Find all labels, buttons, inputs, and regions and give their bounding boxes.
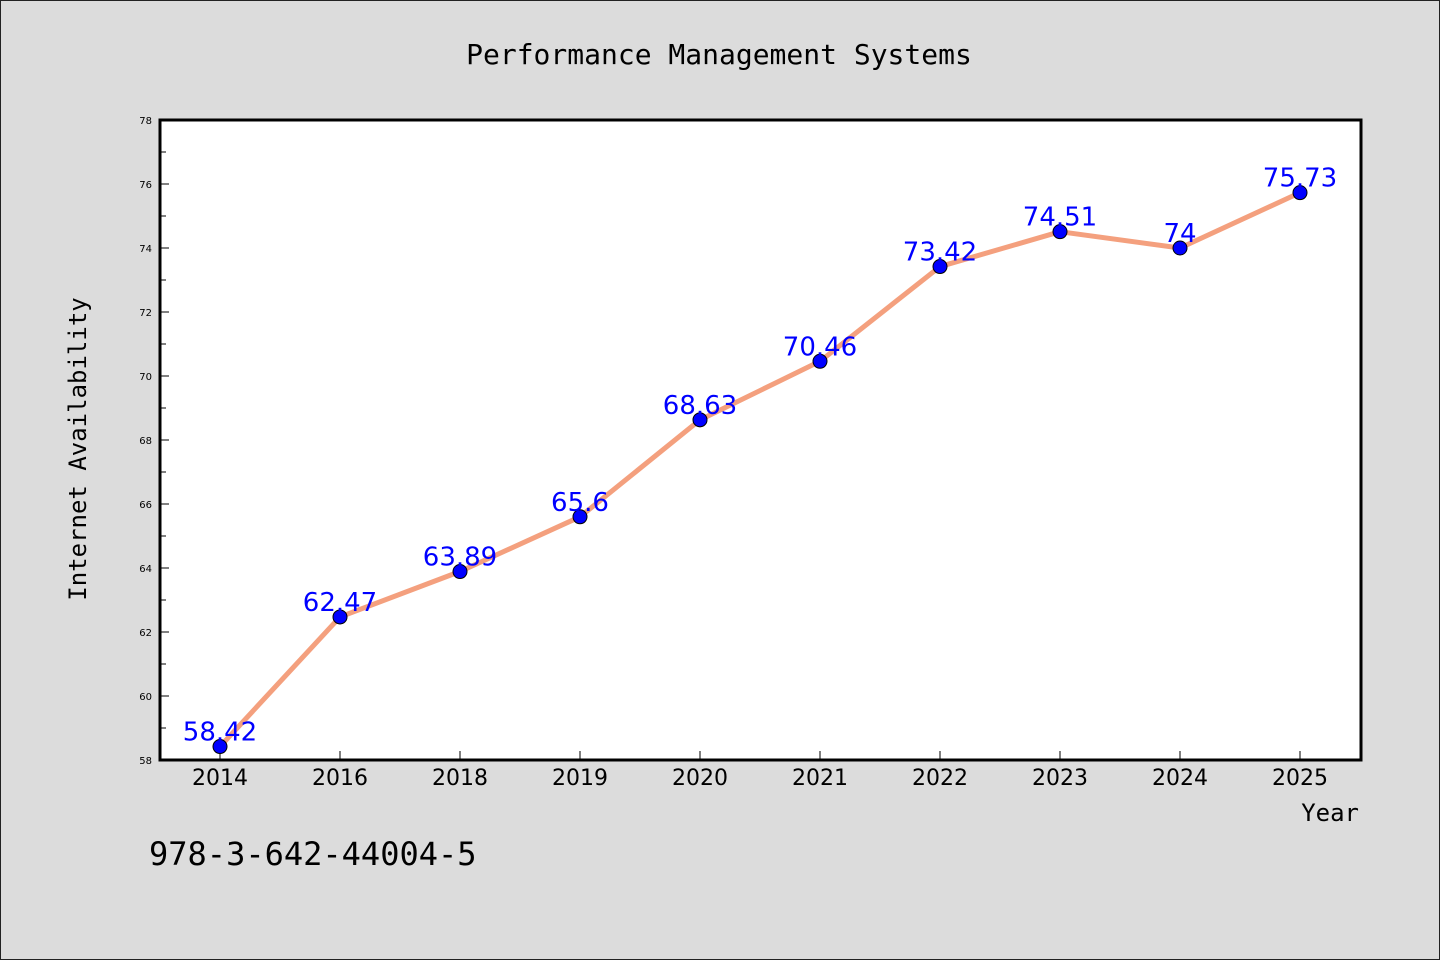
data-point [692,412,708,428]
data-label: 74 [1163,219,1196,249]
y-axis: 58 60 62 64 66 68 70 72 74 76 78 [139,116,169,767]
y-tick-label: 78 [139,116,152,127]
data-label: 65.6 [551,488,609,518]
data-point [812,353,828,369]
data-point [332,609,348,625]
y-tick-label: 76 [139,180,152,191]
x-tick-label: 2014 [192,766,248,791]
chart-title: Performance Management Systems [466,38,972,71]
y-tick-label: 62 [139,628,152,639]
x-tick-label: 2020 [672,766,728,791]
data-point [932,259,948,275]
data-point [1172,240,1188,256]
x-tick-label: 2024 [1152,766,1208,791]
data-label: 63.89 [423,543,497,573]
y-tick-label: 72 [139,308,152,319]
y-tick-label: 58 [139,756,152,767]
data-point [1292,185,1308,201]
y-tick-label: 70 [139,372,152,383]
data-point [572,509,588,525]
y-tick-label: 68 [139,436,152,447]
x-tick-label: 2023 [1032,766,1088,791]
data-label: 58.42 [183,718,257,748]
y-tick-label: 60 [139,692,152,703]
x-tick-label: 2019 [552,766,608,791]
x-axis: 2014 2016 2018 2019 2020 2021 2022 2023 2024 2025 [192,751,1328,791]
data-point [452,564,468,580]
x-tick-label: 2022 [912,766,968,791]
data-points [212,185,1308,755]
x-tick-label: 2021 [792,766,848,791]
y-axis-label: Internet Availability [64,297,92,600]
data-labels: 58.42 62.47 63.89 65.6 68.63 70.46 73.42 74.51 7… [183,164,1337,748]
data-point [212,739,228,755]
series-line [217,190,1303,750]
data-label: 70.46 [783,332,857,362]
x-axis-label: Year [1301,799,1359,827]
data-point [1052,224,1068,240]
y-tick-label: 66 [139,500,152,511]
x-tick-label: 2016 [312,766,368,791]
data-label: 62.47 [303,588,377,618]
x-tick-label: 2018 [432,766,488,791]
plot-area [158,118,1363,762]
y-tick-label: 74 [139,244,152,255]
data-label: 75.73 [1263,164,1337,194]
data-label: 68.63 [663,391,737,421]
y-tick-label: 64 [139,564,152,575]
data-label: 74.51 [1023,203,1097,233]
footer-code: 978-3-642-44004-5 [149,835,477,873]
data-label: 73.42 [903,238,977,268]
x-tick-label: 2025 [1272,766,1328,791]
